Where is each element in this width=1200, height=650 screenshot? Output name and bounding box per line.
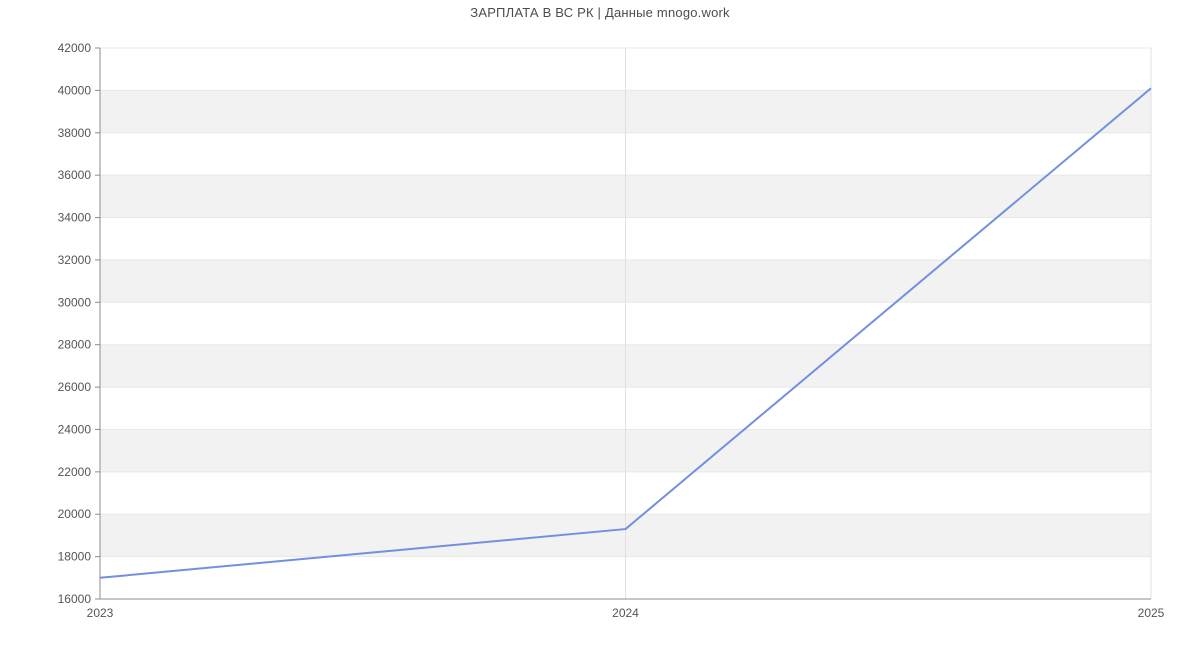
y-axis-tick-label: 28000 (58, 338, 92, 352)
y-axis-tick-label: 22000 (58, 465, 92, 479)
x-axis-tick-label: 2024 (612, 606, 639, 620)
y-axis-tick-label: 16000 (58, 592, 92, 606)
x-axis-tick-label: 2025 (1138, 606, 1165, 620)
y-axis-tick-label: 26000 (58, 380, 92, 394)
y-axis-tick-label: 20000 (58, 507, 92, 521)
y-axis-tick-label: 24000 (58, 422, 92, 436)
y-axis-tick-label: 18000 (58, 550, 92, 564)
data-series-line (99, 87, 1152, 579)
y-axis-tick-label: 40000 (58, 83, 92, 97)
y-axis-tick-label: 30000 (58, 295, 92, 309)
x-axis-tick-label: 2023 (87, 606, 114, 620)
y-axis-tick-label: 36000 (58, 168, 92, 182)
y-axis-tick-label: 32000 (58, 253, 92, 267)
y-axis-tick-label: 38000 (58, 126, 92, 140)
y-axis-tick-label: 34000 (58, 211, 92, 225)
chart-title: ЗАРПЛАТА В ВС РК | Данные mnogo.work (470, 5, 730, 20)
y-axis-tick-label: 42000 (58, 41, 92, 55)
